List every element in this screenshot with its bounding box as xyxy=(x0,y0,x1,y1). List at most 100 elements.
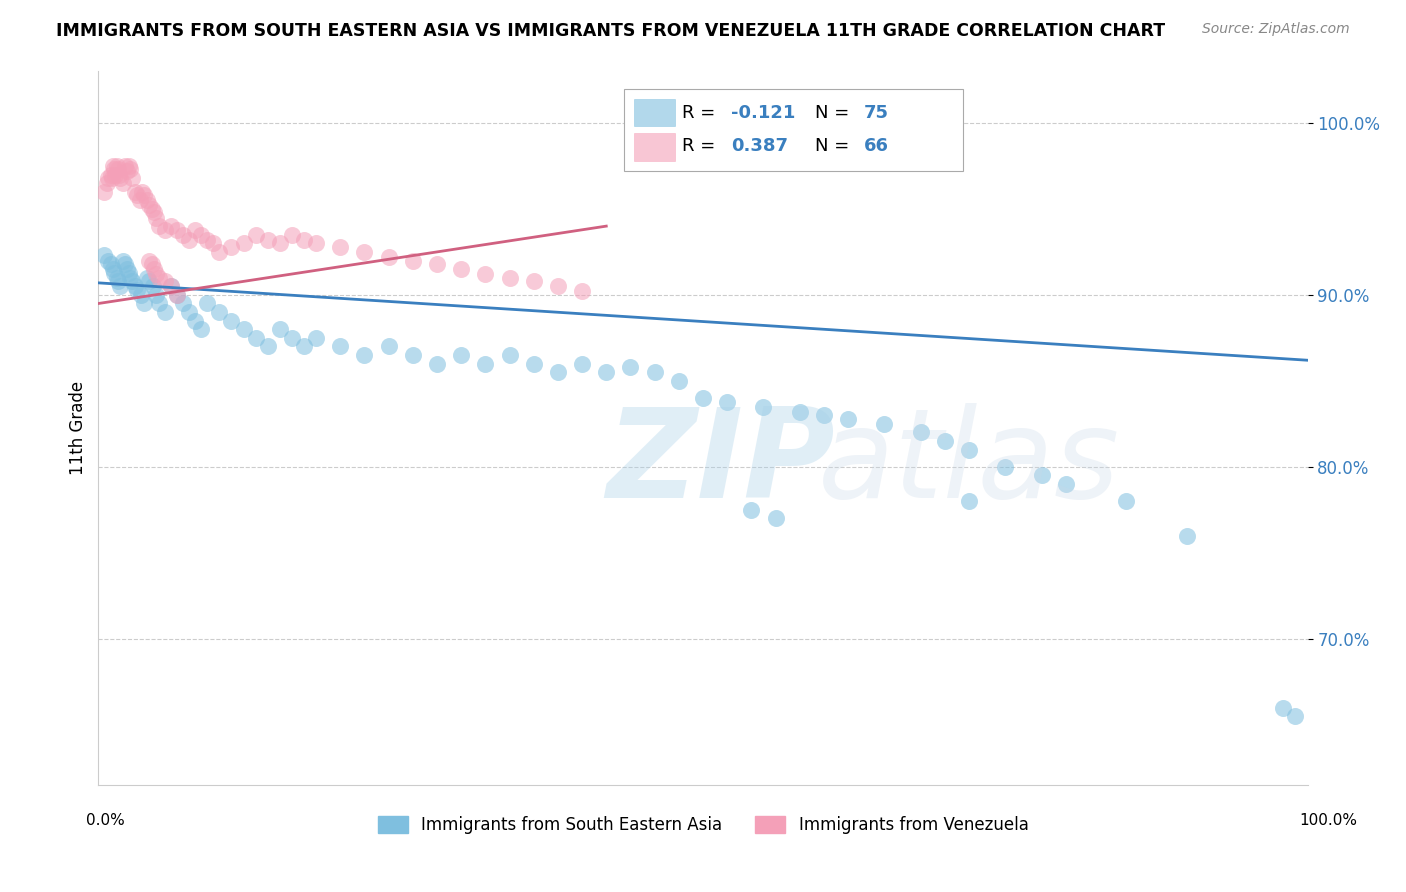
Text: 0.0%: 0.0% xyxy=(86,814,125,828)
Point xyxy=(166,288,188,302)
Point xyxy=(96,176,118,190)
Point xyxy=(160,219,183,233)
Point xyxy=(121,171,143,186)
Point xyxy=(957,442,980,457)
Point xyxy=(93,185,115,199)
Point xyxy=(571,285,593,299)
Point xyxy=(127,188,149,202)
Point xyxy=(377,339,399,353)
Text: R =: R = xyxy=(682,103,721,121)
Point xyxy=(571,357,593,371)
Point xyxy=(145,267,167,281)
FancyBboxPatch shape xyxy=(634,99,675,127)
Point xyxy=(934,434,956,448)
Point xyxy=(153,274,176,288)
Point xyxy=(595,365,617,379)
Point xyxy=(129,288,152,302)
Point xyxy=(118,159,141,173)
Point xyxy=(837,411,859,425)
Point xyxy=(547,365,569,379)
Point xyxy=(195,296,218,310)
Point xyxy=(103,266,125,280)
Point xyxy=(153,222,176,236)
Point xyxy=(813,409,835,423)
Point xyxy=(329,339,352,353)
Point xyxy=(402,348,425,362)
Point xyxy=(127,283,149,297)
Text: ZIP: ZIP xyxy=(606,403,835,524)
Point xyxy=(143,205,166,219)
Point xyxy=(160,279,183,293)
Point xyxy=(208,244,231,259)
Point xyxy=(141,202,163,216)
Point xyxy=(172,227,194,242)
Point xyxy=(134,188,156,202)
Point xyxy=(100,168,122,182)
Point xyxy=(105,159,128,173)
Point xyxy=(97,171,120,186)
Point xyxy=(135,194,157,208)
Point xyxy=(97,253,120,268)
Legend: Immigrants from South Eastern Asia, Immigrants from Venezuela: Immigrants from South Eastern Asia, Immi… xyxy=(371,809,1035,841)
Point xyxy=(184,314,207,328)
Point xyxy=(190,227,212,242)
Point xyxy=(353,348,375,362)
Point xyxy=(765,511,787,525)
Point xyxy=(789,405,811,419)
Text: N =: N = xyxy=(815,103,855,121)
Text: 66: 66 xyxy=(863,137,889,155)
Text: 75: 75 xyxy=(863,103,889,121)
Point xyxy=(619,360,641,375)
Point xyxy=(124,279,146,293)
Point xyxy=(172,296,194,310)
Point xyxy=(148,219,170,233)
Point xyxy=(138,198,160,212)
Point xyxy=(128,194,150,208)
Point xyxy=(143,262,166,277)
Point xyxy=(329,240,352,254)
Point xyxy=(145,288,167,302)
Point xyxy=(269,236,291,251)
Point xyxy=(138,274,160,288)
Point xyxy=(142,279,165,293)
Point xyxy=(117,262,139,277)
Point xyxy=(195,233,218,247)
Text: N =: N = xyxy=(815,137,855,155)
Point xyxy=(124,185,146,199)
Point xyxy=(148,270,170,285)
Point xyxy=(232,322,254,336)
Point xyxy=(153,305,176,319)
Point xyxy=(135,270,157,285)
Point xyxy=(1175,528,1198,542)
Point xyxy=(101,159,124,173)
Point xyxy=(426,257,449,271)
Point xyxy=(117,164,139,178)
Point xyxy=(353,244,375,259)
Point xyxy=(910,425,932,440)
Point xyxy=(108,168,131,182)
Point xyxy=(221,314,243,328)
Point xyxy=(450,348,472,362)
Text: 0.387: 0.387 xyxy=(731,137,787,155)
Point xyxy=(208,305,231,319)
Point xyxy=(523,357,546,371)
Point xyxy=(134,296,156,310)
Y-axis label: 11th Grade: 11th Grade xyxy=(69,381,87,475)
Point xyxy=(118,266,141,280)
Point xyxy=(105,270,128,285)
Point xyxy=(994,459,1017,474)
Point xyxy=(740,503,762,517)
Point xyxy=(148,296,170,310)
Point xyxy=(377,250,399,264)
Point xyxy=(292,233,315,247)
Point xyxy=(644,365,666,379)
Point xyxy=(190,322,212,336)
Point xyxy=(108,279,131,293)
Point xyxy=(256,233,278,247)
Point xyxy=(118,270,141,285)
Point xyxy=(474,267,496,281)
Point xyxy=(474,357,496,371)
Point xyxy=(957,494,980,508)
Point xyxy=(141,257,163,271)
Point xyxy=(269,322,291,336)
